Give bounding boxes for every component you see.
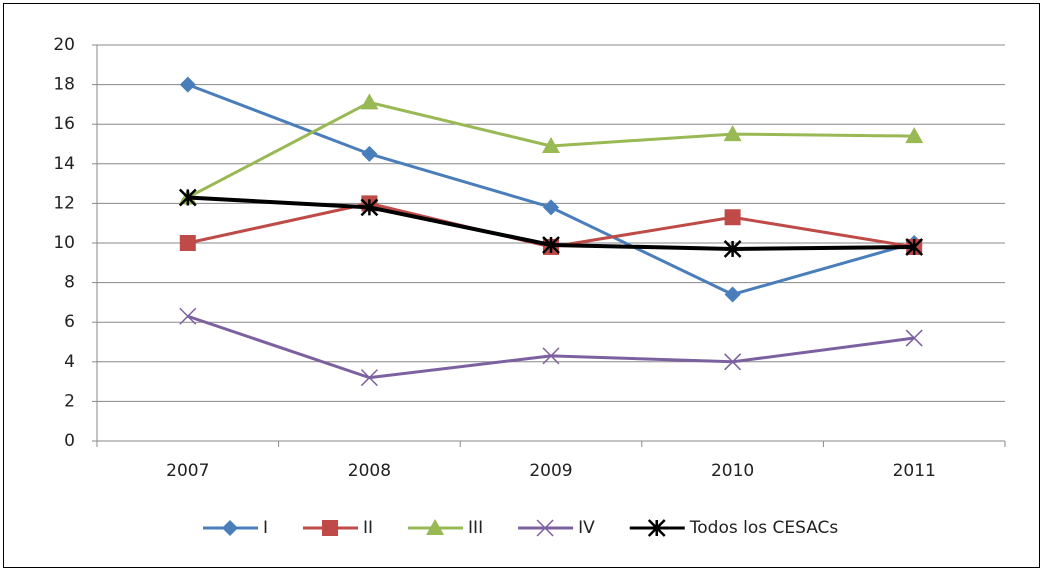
y-tick-label: 12 <box>53 193 75 213</box>
marker-shape <box>724 286 741 303</box>
marker-shape <box>360 369 378 387</box>
marker <box>542 236 560 254</box>
marker <box>222 520 238 536</box>
marker <box>723 125 742 142</box>
y-tick-label: 20 <box>53 35 75 55</box>
marker <box>905 127 924 144</box>
marker <box>426 519 445 535</box>
marker <box>542 136 560 153</box>
marker <box>179 76 196 93</box>
y-tick-label: 10 <box>53 233 75 253</box>
marker <box>542 347 560 365</box>
legend-label: II <box>363 518 373 538</box>
marker <box>723 240 742 258</box>
marker <box>179 307 197 325</box>
x-tick-label: 2010 <box>711 461 754 481</box>
legend-label: III <box>468 518 483 538</box>
marker-shape <box>542 136 560 153</box>
marker-shape <box>360 93 379 110</box>
marker <box>179 235 196 251</box>
marker <box>724 353 742 371</box>
marker-shape <box>222 520 238 536</box>
x-tick-label: 2011 <box>893 461 936 481</box>
marker-shape <box>905 329 923 347</box>
y-tick-label: 18 <box>53 75 75 95</box>
marker <box>360 198 379 217</box>
y-tick-label: 6 <box>64 312 75 332</box>
marker-shape <box>724 353 742 371</box>
marker-shape <box>543 199 559 216</box>
marker-shape <box>905 127 924 144</box>
marker <box>361 145 378 162</box>
marker-shape <box>536 519 554 537</box>
marker <box>543 199 559 216</box>
marker-shape <box>723 125 742 142</box>
marker <box>647 519 666 537</box>
marker-shape <box>179 76 196 93</box>
y-tick-label: 8 <box>64 273 75 293</box>
legend-label: IV <box>578 518 595 538</box>
marker <box>724 209 741 226</box>
marker <box>322 520 339 536</box>
marker-shape <box>724 209 741 226</box>
marker <box>178 188 197 207</box>
marker-shape <box>361 145 378 162</box>
y-tick-label: 14 <box>53 154 75 174</box>
x-tick-label: 2008 <box>348 461 391 481</box>
marker-shape <box>322 520 339 536</box>
y-tick-label: 4 <box>64 352 75 372</box>
x-tick-label: 2007 <box>166 461 209 481</box>
marker <box>905 329 923 347</box>
marker <box>724 286 741 303</box>
marker <box>905 238 924 256</box>
marker-shape <box>542 347 560 365</box>
legend-label: Todos los CESACs <box>689 518 839 538</box>
legend-label: I <box>263 518 268 538</box>
marker <box>360 93 379 110</box>
marker-shape <box>426 519 445 535</box>
x-tick-label: 2009 <box>529 461 572 481</box>
y-tick-label: 2 <box>64 391 75 411</box>
y-tick-label: 16 <box>53 114 75 134</box>
marker-shape <box>179 307 197 325</box>
y-tick-label: 0 <box>64 431 75 451</box>
marker <box>360 369 378 387</box>
chart-border <box>3 3 1040 568</box>
marker <box>536 519 554 537</box>
marker-shape <box>179 235 196 251</box>
